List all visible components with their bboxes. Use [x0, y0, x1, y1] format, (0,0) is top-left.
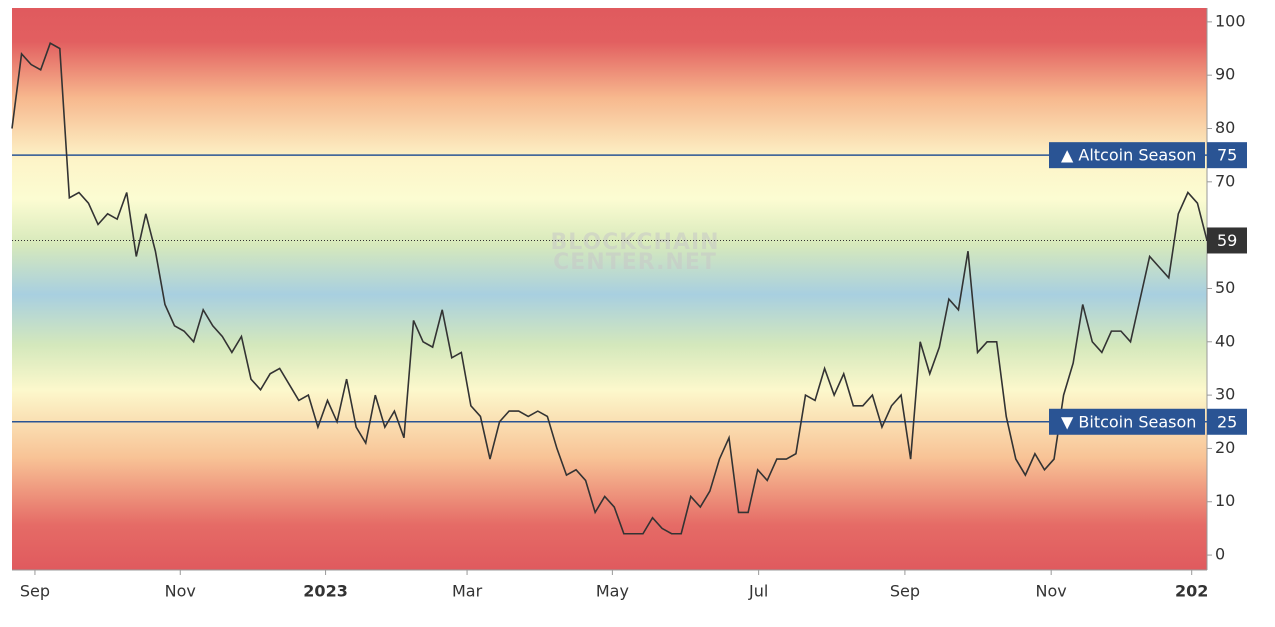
x-tick-label: Sep: [20, 582, 50, 601]
x-tick-label: 202: [1175, 582, 1208, 601]
y-tick-label: 90: [1215, 65, 1235, 84]
x-tick-label: Mar: [452, 582, 483, 601]
threshold-value-box: [1207, 408, 1247, 435]
threshold-value: 25: [1217, 412, 1237, 431]
y-tick-label: 20: [1215, 438, 1235, 457]
current-value-label: 59: [1217, 231, 1237, 250]
watermark: BLOCKCHAIN: [550, 230, 719, 255]
x-tick-label: 2023: [303, 582, 348, 601]
x-tick-label: Nov: [1036, 582, 1067, 601]
watermark: CENTER.NET: [553, 250, 717, 275]
x-tick-label: Nov: [165, 582, 196, 601]
x-tick-label: Sep: [890, 582, 920, 601]
y-tick-label: 100: [1215, 11, 1246, 30]
y-tick-label: 0: [1215, 545, 1225, 564]
background: [12, 8, 1207, 570]
threshold-label-box: [1049, 408, 1205, 435]
line: [11, 42, 1208, 535]
threshold-value: 75: [1217, 146, 1237, 165]
current-value-box: [1207, 227, 1247, 254]
y-tick-label: 40: [1215, 331, 1235, 350]
threshold-value-box: [1207, 142, 1247, 169]
x-tick-label: Jul: [748, 582, 768, 601]
y-tick-label: 50: [1215, 278, 1235, 297]
threshold-label: ▲ Altcoin Season: [1061, 146, 1196, 165]
y-tick-label: 10: [1215, 491, 1235, 510]
threshold-label: ▼ Bitcoin Season: [1061, 412, 1196, 431]
y-tick-label: 30: [1215, 385, 1235, 404]
threshold-label-box: [1049, 142, 1205, 169]
y-tick-label: 80: [1215, 118, 1235, 137]
y-tick-label: 70: [1215, 171, 1235, 190]
x-tick-label: May: [596, 582, 629, 601]
